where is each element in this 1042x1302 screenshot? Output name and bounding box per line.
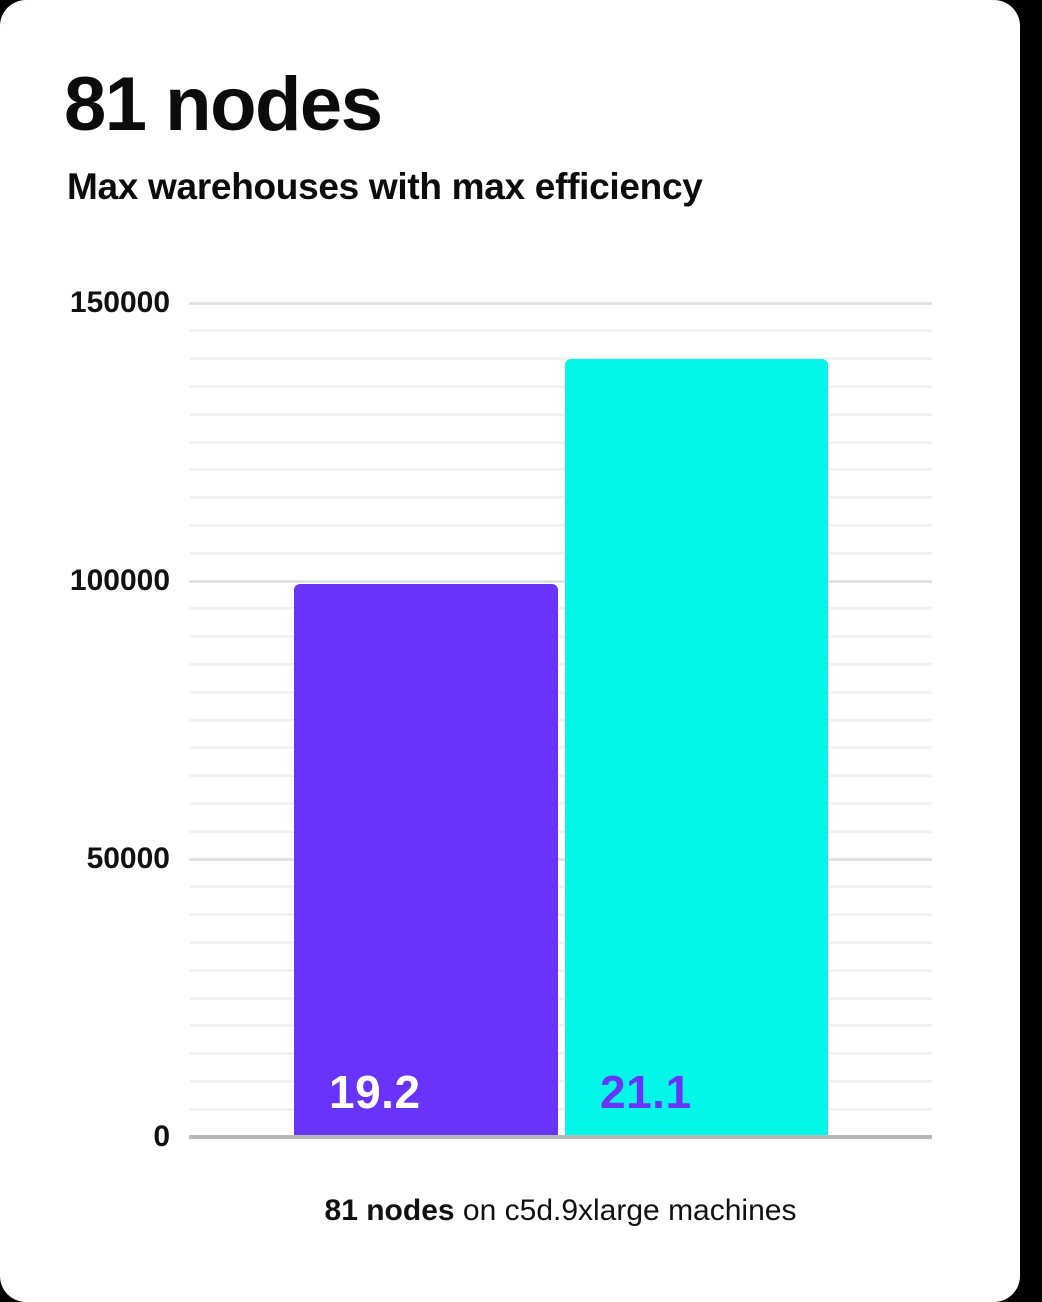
minor-gridline	[189, 940, 932, 944]
minor-gridline	[189, 1079, 932, 1083]
minor-gridline	[189, 913, 932, 917]
minor-gridline	[189, 412, 932, 416]
page-subtitle: Max warehouses with max efficiency	[67, 166, 703, 207]
bar-value-label: 21.1	[600, 1066, 692, 1118]
minor-gridline	[189, 801, 932, 805]
caption-regular-text: on c5d.9xlarge machines	[454, 1194, 797, 1227]
major-gridline	[189, 857, 932, 861]
minor-gridline	[189, 468, 932, 472]
bar-version-21.1: 21.1	[565, 359, 828, 1137]
y-tick-label: 50000	[86, 842, 170, 875]
minor-gridline	[189, 329, 932, 333]
y-tick-label: 0	[153, 1120, 170, 1153]
chart-card: 81 nodes Max warehouses with max efficie…	[0, 0, 1020, 1302]
minor-gridline	[189, 996, 932, 1000]
bar-value-label: 19.2	[329, 1066, 421, 1118]
page-title: 81 nodes	[64, 62, 383, 147]
caption-bold-text: 81 nodes	[324, 1194, 455, 1227]
minor-gridline	[189, 968, 932, 972]
chart-caption: 81 nodes on c5d.9xlarge machines	[189, 1192, 932, 1230]
minor-gridline	[189, 690, 932, 694]
major-gridline	[189, 301, 932, 305]
y-axis: 0 50000 100000 150000	[0, 288, 170, 1152]
minor-gridline	[189, 1024, 932, 1028]
minor-gridline	[189, 885, 932, 889]
minor-gridline	[189, 551, 932, 555]
bar-version-19.2: 19.2	[294, 584, 558, 1137]
minor-gridline	[189, 746, 932, 750]
minor-gridline	[189, 1052, 932, 1056]
minor-gridline	[189, 829, 932, 833]
minor-gridline	[189, 357, 932, 361]
y-tick-label: 150000	[69, 286, 170, 319]
minor-gridline	[189, 718, 932, 722]
minor-gridline	[189, 662, 932, 666]
plot-area: 19.2 21.1	[189, 301, 932, 1139]
minor-gridline	[189, 384, 932, 388]
major-gridline	[189, 579, 932, 583]
y-tick-label: 100000	[69, 564, 170, 597]
minor-gridline	[189, 635, 932, 639]
minor-gridline	[189, 496, 932, 500]
minor-gridline	[189, 607, 932, 611]
x-axis-line	[189, 1135, 932, 1139]
minor-gridline	[189, 523, 932, 527]
minor-gridline	[189, 440, 932, 444]
minor-gridline	[189, 774, 932, 778]
minor-gridline	[189, 1107, 932, 1111]
